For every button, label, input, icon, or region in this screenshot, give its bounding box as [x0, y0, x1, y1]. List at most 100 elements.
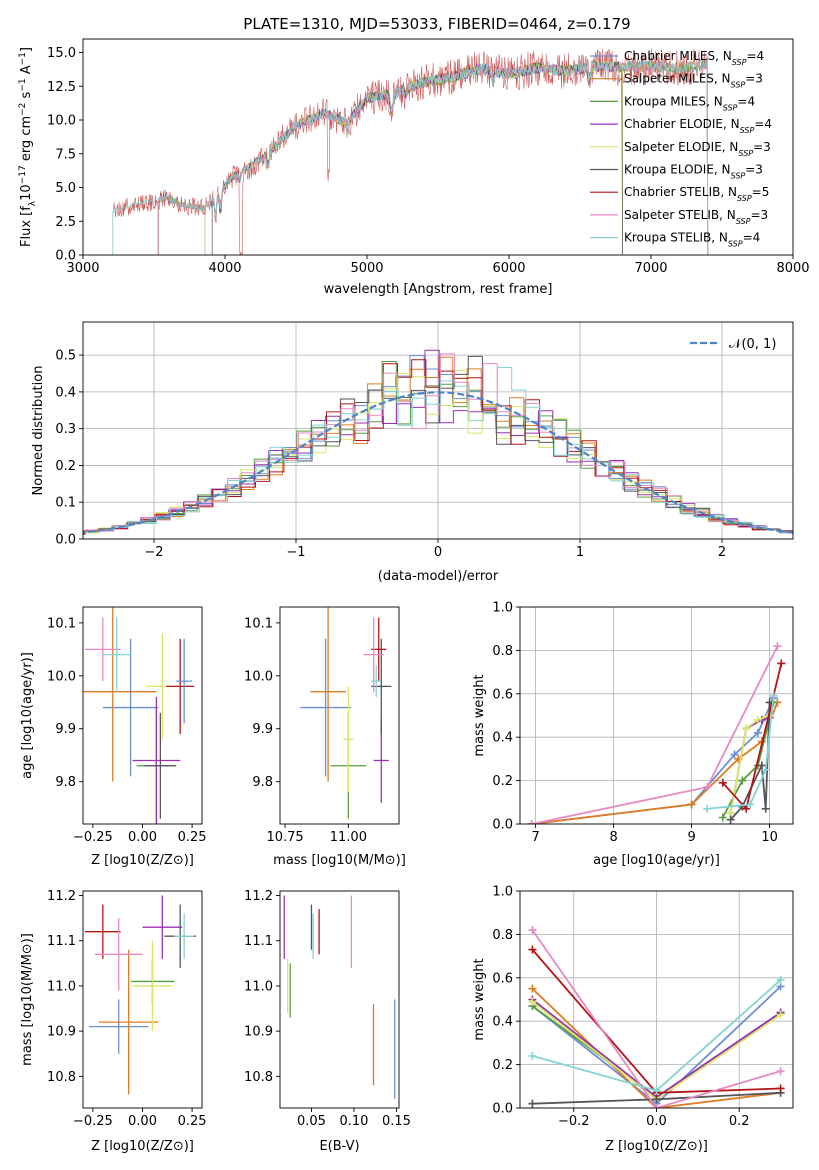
legend-series-name: Salpeter ELODIE: [624, 140, 722, 154]
legend-nssp-prefix: , N: [706, 94, 723, 108]
weight-marker: [528, 1051, 537, 1060]
weight-marker: [742, 724, 751, 733]
legend-series-name: Kroupa STELIB: [624, 231, 711, 245]
weight-marker: [753, 728, 762, 737]
x-tick-label: 0.25: [178, 830, 207, 845]
axes-frame: [82, 38, 794, 256]
weight-marker: [777, 659, 786, 668]
legend-eq: =: [743, 231, 753, 245]
weight-marker: [738, 776, 747, 785]
x-tick-label: −2: [144, 545, 163, 560]
y-tick-label: 9.9: [55, 722, 76, 737]
mass-z-axes: −0.25 0.00 0.25 10.8 10.9 11.0 11.1 11.2: [47, 889, 207, 1129]
legend-nssp-sub: SSP: [723, 103, 738, 112]
plot-area: [112, 48, 709, 255]
y-axis-label: age [log10(age/yr)]: [20, 652, 35, 779]
legend-entry: Salpeter STELIB, NSSP=3: [624, 208, 768, 226]
legend-eq: =: [753, 140, 763, 154]
y-tick-label: 0.6: [492, 971, 513, 986]
y-tick-label: 0.0: [55, 249, 76, 264]
x-axis-label: wavelength [Angstrom, rest frame]: [324, 282, 553, 297]
y-tick-label: 0.0: [492, 818, 513, 833]
x-axis-label: E(B-V): [319, 1139, 359, 1154]
weight-marker: [773, 642, 782, 651]
legend-eq: =: [750, 208, 760, 222]
legend-eq: =: [745, 72, 755, 86]
weight-marker: [730, 750, 739, 759]
text-part: Flux [f: [19, 206, 34, 247]
x-tick-label: 2: [718, 545, 726, 560]
y-axis-label: Flux [fλ10−17 erg cm−2 s−1 A−1]: [18, 47, 38, 247]
weight-marker: [528, 997, 537, 1006]
weight-series-line: [707, 695, 775, 810]
y-tick-label: 7.5: [55, 147, 76, 162]
x-tick-label: 0.05: [297, 1114, 326, 1129]
y-axis-label: Normed distribution: [31, 366, 46, 496]
y-tick-label: 0.5: [55, 349, 76, 364]
legend-series-name: Chabrier ELODIE: [624, 117, 723, 131]
y-tick-label: 0.4: [492, 1015, 513, 1030]
legend-nssp-value: 4: [764, 117, 772, 131]
weight-marker: [528, 926, 537, 935]
x-tick-label: 4000: [208, 261, 241, 276]
weight-marker: [703, 783, 712, 792]
weight-marker: [769, 691, 778, 700]
text-part: ]: [19, 47, 34, 52]
legend-nssp-prefix: , N: [714, 72, 731, 86]
legend-nssp-prefix: , N: [723, 117, 740, 131]
x-tick-label: 0.25: [178, 1114, 207, 1129]
legend-nssp-prefix: , N: [719, 208, 736, 222]
legend-series-name: Salpeter MILES: [624, 72, 714, 86]
legend-nssp-value: 4: [753, 231, 761, 245]
y-tick-label: 11.1: [47, 934, 76, 949]
y-axis-label: mass weight: [472, 674, 487, 756]
weight-marker: [776, 1010, 785, 1019]
weight-series-line: [531, 929, 781, 1108]
y-tick-label: 5.0: [55, 181, 76, 196]
y-tick-label: 10.9: [244, 1025, 273, 1040]
legend-series-name: Salpeter STELIB: [624, 208, 719, 222]
x-axis-label: Z [log10(Z/Z⊙)]: [605, 1139, 708, 1154]
x-axis-label: mass [log10(M/M⊙)]: [273, 853, 406, 868]
weight-marker: [718, 778, 727, 787]
legend-nssp-sub: SSP: [732, 58, 747, 67]
x-axis-label: (data-model)/error: [378, 569, 499, 584]
y-tick-label: 2.5: [55, 215, 76, 230]
y-axis-label: mass weight: [472, 958, 487, 1040]
x-tick-label: 0.10: [339, 1114, 368, 1129]
normal-curve: [83, 391, 793, 534]
weight-marker: [753, 715, 762, 724]
y-tick-label: 9.8: [55, 775, 76, 790]
legend-nssp-sub: SSP: [728, 239, 743, 248]
x-axis-label: age [log10(age/yr)]: [593, 853, 720, 868]
weight-z-axes: −0.2 0.0 0.2 0.0 0.2 0.4 0.6 0.8 1.0: [492, 885, 794, 1129]
weight-series-line: [729, 714, 770, 814]
legend-entry: Chabrier ELODIE, NSSP=4: [624, 117, 772, 135]
y-tick-label: 0.3: [55, 422, 76, 437]
legend-eq: =: [752, 185, 762, 199]
x-tick-label: 0.15: [382, 1114, 411, 1129]
x-tick-label: −0.2: [558, 1114, 590, 1129]
y-tick-label: 0.2: [492, 774, 513, 789]
weight-marker: [761, 765, 770, 774]
x-tick-label: 7000: [634, 261, 667, 276]
y-tick-label: 0.2: [492, 1058, 513, 1073]
y-tick-label: 12.5: [47, 80, 76, 95]
text-part: −1: [18, 78, 28, 91]
x-tick-label: 11.00: [330, 830, 367, 845]
text-part: s: [19, 91, 34, 102]
spectrum-axes: 3000 4000 5000 6000 7000 8000 0.0 2.5 5.0 7.5 10.0…: [47, 38, 810, 276]
weight-marker: [761, 804, 770, 813]
x-tick-label: 5000: [350, 261, 383, 276]
legend-nssp-prefix: , N: [722, 140, 739, 154]
legend-eq: =: [746, 49, 756, 63]
legend-nssp-value: 3: [755, 163, 763, 177]
y-tick-label: 0.4: [55, 385, 76, 400]
legend-nssp-value: 4: [747, 94, 755, 108]
weight-marker: [652, 1086, 661, 1095]
residual-axes: −2 −1 0 1 2 0.0 0.1 0.2 0.3 0.4 0.5: [55, 321, 794, 560]
x-tick-label: 9: [687, 830, 695, 845]
y-tick-label: 0.8: [492, 644, 513, 659]
legend-nssp-sub: SSP: [736, 216, 751, 225]
